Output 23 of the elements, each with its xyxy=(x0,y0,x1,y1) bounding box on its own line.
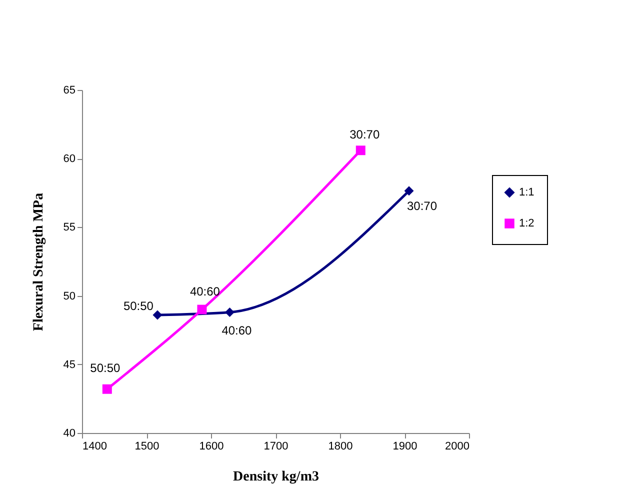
annotation: 30:70 xyxy=(350,127,380,142)
x-tick-label: 1800 xyxy=(328,440,353,452)
y-tick-label: 45 xyxy=(63,358,76,371)
x-tick-label: 1700 xyxy=(264,440,288,452)
annotation: 40:60 xyxy=(222,323,252,338)
y-axis-title: Flexural Strength MPa xyxy=(31,192,46,332)
y-tick-label: 40 xyxy=(63,428,76,440)
y-tick-label: 60 xyxy=(63,153,76,166)
annotation: 40:60 xyxy=(190,284,220,299)
legend-label: 1:1 xyxy=(519,186,534,198)
x-axis-title: Density kg/m3 xyxy=(233,470,319,484)
y-tick-label: 65 xyxy=(63,84,76,96)
x-tick-label: 1600 xyxy=(199,440,224,452)
x-tick-label: 1400 xyxy=(82,440,107,452)
legend-label: 1:2 xyxy=(519,218,534,230)
y-tick-label: 50 xyxy=(63,290,76,302)
x-tick-label: 1500 xyxy=(134,440,160,452)
annotation: 50:50 xyxy=(90,361,120,376)
y-tick-label: 55 xyxy=(63,222,76,234)
annotation: 50:50 xyxy=(123,299,154,314)
annotation: 30:70 xyxy=(407,198,438,213)
x-tick-label: 2000 xyxy=(445,440,470,452)
x-tick-label: 1900 xyxy=(392,440,418,452)
